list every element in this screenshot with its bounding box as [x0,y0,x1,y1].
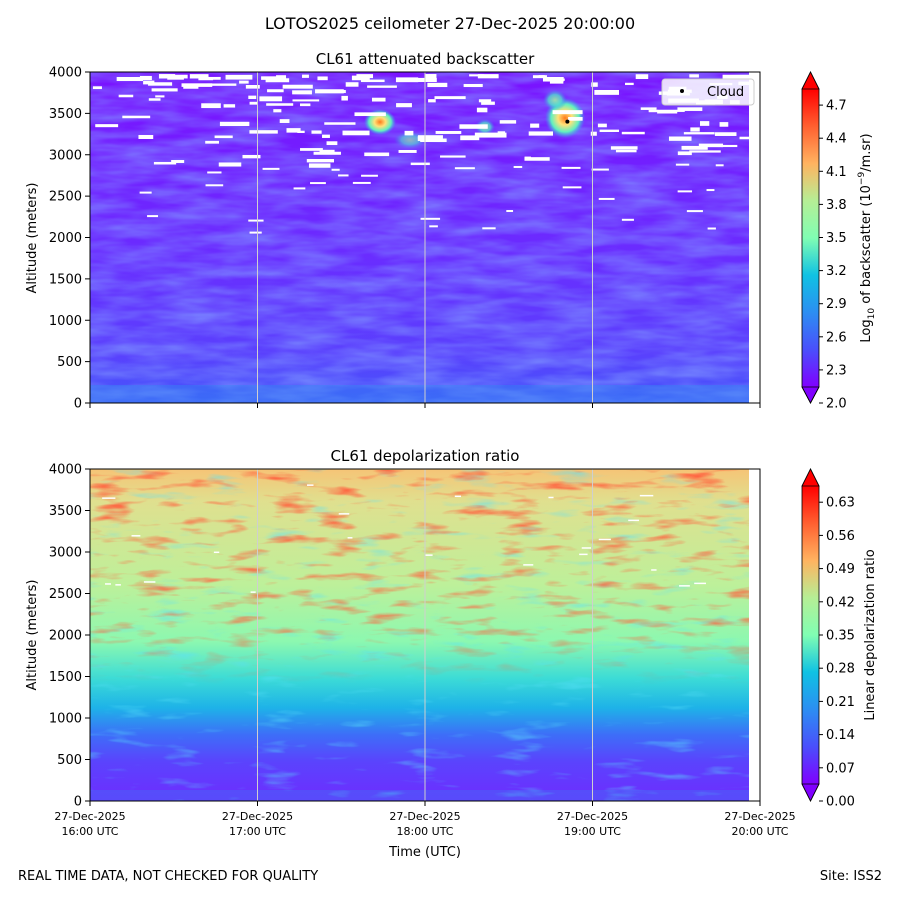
backscatter-colorbar-tick-label: 3.2 [826,264,847,279]
cloud-legend-label: Cloud [707,85,744,100]
backscatter-colorbar-tick-label: 2.6 [826,330,847,345]
depolarization-heatmap [90,469,749,801]
backscatter-colorbar-tick-label: 4.4 [826,132,847,147]
backscatter-colorbar-tick-label: 4.7 [826,99,847,114]
depolarization-y-tick-label: 2500 [49,587,82,602]
depolarization-y-tick-label: 2000 [49,629,82,644]
depolarization-x-tick-date: 27-Dec-2025 [54,810,125,823]
backscatter-colorbar-tick-label: 3.5 [826,231,847,246]
backscatter-y-tick-label: 3000 [49,148,82,163]
depolarization-x-tick-date: 27-Dec-2025 [724,810,795,823]
backscatter-y-tick-label: 2500 [49,190,82,205]
depolarization-x-tick-date: 27-Dec-2025 [557,810,628,823]
depolarization-y-ticks: 0 500 1000 1500 2000 2500 3000 3500 4000 [49,463,90,810]
depolarization-colorbar-tick-label: 0.28 [826,662,855,677]
figure-suptitle: LOTOS2025 ceilometer 27-Dec-2025 20:00:0… [264,14,636,33]
depolarization-colorbar-label: Linear depolarization ratio [863,549,878,720]
depolarization-x-tick-time: 16:00 UTC [61,825,118,838]
depolarization-y-tick-label: 500 [57,753,82,768]
cloud-point [565,119,570,124]
depolarization-x-tick-time: 18:00 UTC [396,825,453,838]
backscatter-x-ticks [89,403,761,408]
quality-disclaimer: REAL TIME DATA, NOT CHECKED FOR QUALITY [18,869,319,884]
backscatter-panel: CL61 attenuated backscatter 0 500 1000 1500… [25,50,877,412]
depolarization-x-tick-time: 20:00 UTC [731,825,788,838]
missing-data-gaps [102,484,706,593]
cloud-markers [565,119,570,124]
backscatter-y-axis-label: Altitude (meters) [25,183,40,294]
backscatter-y-tick-label: 1500 [49,272,82,287]
depolarization-x-axis-label: Time (UTC) [388,845,461,860]
cloud-legend-marker [680,89,684,93]
backscatter-heatmap [90,72,755,403]
depolarization-colorbar-tick-label: 0.49 [826,562,855,577]
depolarization-colorbar-tick-label: 0.07 [826,761,855,776]
backscatter-y-tick-label: 0 [74,397,82,412]
backscatter-colorbar-tick-label: 4.1 [826,165,847,180]
depolarization-panel: CL61 depolarization ratio 0 500 1000 1500 20… [25,447,878,860]
depolarization-x-tick-date: 27-Dec-2025 [389,810,460,823]
depolarization-vertical-gridlines [257,469,593,801]
backscatter-y-tick-label: 3500 [49,107,82,122]
depolarization-x-tick-date: 27-Dec-2025 [222,810,293,823]
depolarization-colorbar-tick-label: 0.56 [826,529,855,544]
depolarization-colorbar: 0.00 0.07 0.14 0.21 0.28 0.35 0.42 0.49 0.56 0.63… [801,468,878,810]
depolarization-colorbar-tick-label: 0.63 [826,496,855,511]
backscatter-colorbar-label: Log10 of backscatter (10−9/m.sr) [857,133,877,342]
depolarization-y-tick-label: 1000 [49,712,82,727]
backscatter-colorbar-tick-label: 2.0 [826,397,847,412]
backscatter-y-tick-label: 1000 [49,314,82,329]
depolarization-colorbar-tick-label: 0.21 [826,695,855,710]
depolarization-y-tick-label: 4000 [49,463,82,478]
backscatter-legend: Cloud [661,78,755,106]
depolarization-y-tick-label: 3500 [49,504,82,519]
backscatter-y-ticks: 0 500 1000 1500 2000 2500 3000 3500 4000 [49,66,90,412]
depolarization-y-tick-label: 3000 [49,546,82,561]
depolarization-colorbar-tick-label: 0.35 [826,629,855,644]
depolarization-y-axis-label: Altitude (meters) [25,580,40,691]
backscatter-y-tick-label: 2000 [49,231,82,246]
depolarization-x-ticks: 27-Dec-2025 16:00 UTC 27-Dec-2025 17:00 UTC… [54,801,796,838]
depolarization-title: CL61 depolarization ratio [331,447,520,465]
backscatter-y-tick-label: 4000 [49,66,82,81]
backscatter-colorbar-tick-label: 2.3 [826,363,847,378]
depolarization-x-tick-time: 17:00 UTC [229,825,286,838]
depolarization-colorbar-tick-label: 0.14 [826,728,855,743]
backscatter-y-tick-label: 500 [57,355,82,370]
backscatter-colorbar-tick-label: 2.9 [826,297,847,312]
depolarization-colorbar-tick-label: 0.42 [826,595,855,610]
depolarization-y-tick-label: 1500 [49,670,82,685]
backscatter-title: CL61 attenuated backscatter [316,50,535,68]
backscatter-colorbar: 2.0 2.3 2.6 2.9 3.2 3.5 3.8 4.1 4.4 4.7 Log10 of … [801,71,877,412]
backscatter-vertical-gridlines [257,72,593,403]
depolarization-colorbar-tick-label: 0.00 [826,795,855,810]
backscatter-colorbar-tick-label: 3.8 [826,198,847,213]
depolarization-y-tick-label: 0 [74,795,82,810]
depolarization-x-tick-time: 19:00 UTC [564,825,621,838]
site-label: Site: ISS2 [819,869,882,884]
